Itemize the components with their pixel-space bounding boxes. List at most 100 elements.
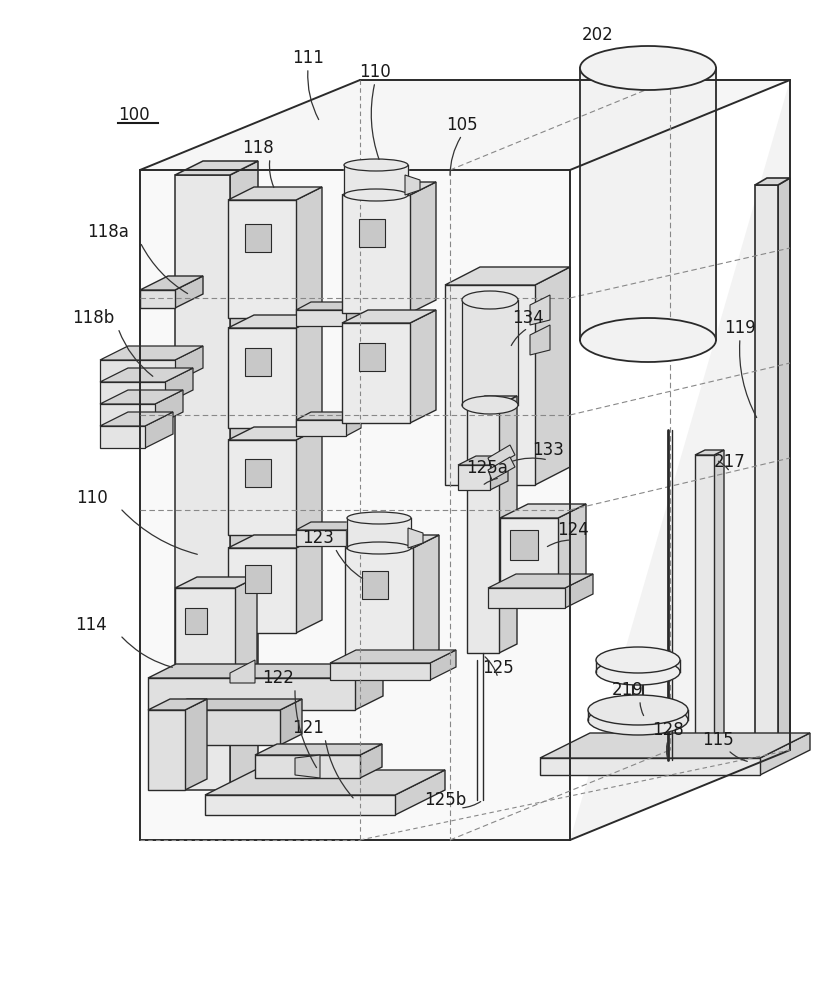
Polygon shape	[255, 755, 360, 778]
Polygon shape	[540, 758, 760, 775]
Polygon shape	[359, 219, 385, 247]
Ellipse shape	[462, 291, 518, 309]
Polygon shape	[580, 68, 716, 340]
Polygon shape	[499, 396, 517, 653]
Polygon shape	[570, 80, 790, 840]
Text: 133: 133	[532, 441, 564, 459]
Polygon shape	[228, 200, 296, 318]
Text: 110: 110	[76, 489, 108, 507]
Polygon shape	[148, 699, 207, 710]
Polygon shape	[255, 744, 382, 755]
Text: 219: 219	[612, 681, 644, 699]
Text: 217: 217	[714, 453, 746, 471]
Polygon shape	[430, 650, 456, 680]
Text: 110: 110	[359, 63, 391, 81]
Polygon shape	[458, 456, 508, 465]
Polygon shape	[488, 445, 515, 468]
Polygon shape	[345, 535, 439, 548]
Polygon shape	[530, 295, 550, 325]
Polygon shape	[395, 770, 445, 815]
Polygon shape	[346, 412, 361, 436]
Ellipse shape	[347, 512, 411, 524]
Polygon shape	[458, 465, 490, 490]
Text: 118b: 118b	[72, 309, 114, 327]
Polygon shape	[245, 224, 271, 252]
Text: 124: 124	[557, 521, 589, 539]
Polygon shape	[413, 535, 439, 663]
Polygon shape	[410, 182, 436, 313]
Polygon shape	[175, 346, 203, 382]
Polygon shape	[100, 412, 173, 426]
Polygon shape	[165, 699, 302, 710]
Polygon shape	[100, 346, 203, 360]
Text: 121: 121	[292, 719, 324, 737]
Polygon shape	[295, 755, 320, 778]
Text: 128: 128	[652, 721, 684, 739]
Polygon shape	[205, 770, 445, 795]
Polygon shape	[145, 412, 173, 448]
Text: 125b: 125b	[424, 791, 466, 809]
Polygon shape	[228, 440, 296, 535]
Polygon shape	[296, 412, 361, 420]
Polygon shape	[755, 185, 778, 755]
Text: 115: 115	[702, 731, 734, 749]
Polygon shape	[280, 699, 302, 745]
Polygon shape	[296, 187, 322, 318]
Polygon shape	[140, 170, 570, 840]
Polygon shape	[235, 577, 257, 678]
Polygon shape	[488, 588, 565, 608]
Ellipse shape	[344, 189, 408, 201]
Polygon shape	[140, 276, 203, 290]
Ellipse shape	[344, 159, 408, 171]
Polygon shape	[359, 343, 385, 371]
Polygon shape	[714, 450, 724, 750]
Polygon shape	[565, 574, 593, 608]
Polygon shape	[100, 404, 155, 426]
Polygon shape	[342, 195, 410, 313]
Polygon shape	[410, 310, 436, 423]
Text: 118: 118	[242, 139, 274, 157]
Polygon shape	[296, 302, 361, 310]
Polygon shape	[155, 390, 183, 426]
Polygon shape	[296, 420, 346, 436]
Polygon shape	[296, 530, 346, 546]
Ellipse shape	[596, 659, 680, 685]
Polygon shape	[230, 161, 258, 790]
Polygon shape	[362, 571, 388, 599]
Polygon shape	[467, 405, 499, 653]
Polygon shape	[558, 504, 586, 588]
Ellipse shape	[588, 695, 688, 725]
Text: 134: 134	[512, 309, 544, 327]
Polygon shape	[228, 427, 322, 440]
Polygon shape	[100, 390, 183, 404]
Text: 100: 100	[118, 106, 149, 124]
Polygon shape	[530, 325, 550, 355]
Polygon shape	[488, 457, 515, 480]
Text: 114: 114	[76, 616, 107, 634]
Polygon shape	[100, 368, 193, 382]
Polygon shape	[228, 328, 296, 428]
Ellipse shape	[347, 542, 411, 554]
Polygon shape	[342, 310, 436, 323]
Polygon shape	[175, 161, 258, 175]
Text: 125: 125	[482, 659, 513, 677]
Polygon shape	[140, 80, 790, 170]
Polygon shape	[345, 548, 413, 663]
Polygon shape	[596, 660, 680, 672]
Polygon shape	[330, 663, 430, 680]
Ellipse shape	[588, 705, 688, 735]
Polygon shape	[245, 348, 271, 376]
Polygon shape	[185, 699, 207, 790]
Text: 125a: 125a	[466, 459, 508, 477]
Polygon shape	[296, 315, 322, 428]
Polygon shape	[462, 300, 518, 405]
Polygon shape	[346, 302, 361, 326]
Polygon shape	[330, 650, 456, 663]
Polygon shape	[500, 504, 586, 518]
Polygon shape	[165, 710, 280, 745]
Polygon shape	[467, 396, 517, 405]
Polygon shape	[778, 178, 790, 755]
Polygon shape	[755, 178, 790, 185]
Polygon shape	[100, 360, 175, 382]
Polygon shape	[540, 733, 810, 758]
